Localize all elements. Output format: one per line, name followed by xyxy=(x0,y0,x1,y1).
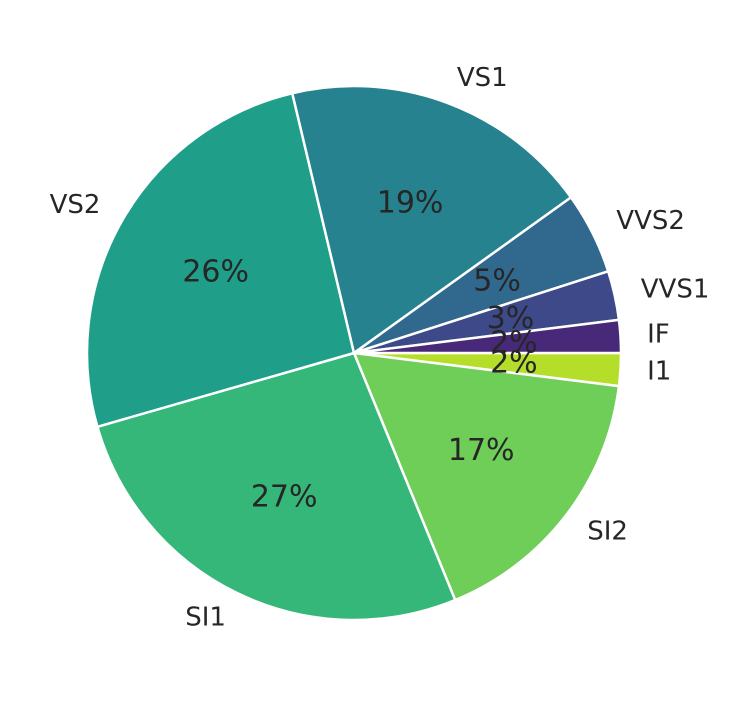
category-label-vs1: VS1 xyxy=(457,63,508,93)
percent-label-vs2: 26% xyxy=(182,255,249,290)
pie-slice-vs1 xyxy=(291,84,573,355)
pie-slice-vs2 xyxy=(85,91,356,429)
category-label-si2: SI2 xyxy=(587,516,628,546)
pie-slice-si1 xyxy=(96,351,457,622)
percent-label-i1: 2% xyxy=(490,345,538,380)
category-label-i1: I1 xyxy=(647,356,671,386)
pie-slice-si2 xyxy=(352,351,621,602)
category-label-if: IF xyxy=(647,320,670,350)
percent-label-vvs2: 5% xyxy=(473,263,521,298)
percent-label-si2: 17% xyxy=(448,433,515,468)
category-label-si1: SI1 xyxy=(185,602,226,632)
category-label-vvs2: VVS2 xyxy=(616,206,685,236)
pie-slices xyxy=(85,84,623,622)
percent-label-vvs1: 3% xyxy=(487,301,535,336)
percent-labels: 2%17%27%26%19%5%3%2% xyxy=(182,185,537,514)
category-label-vvs1: VVS1 xyxy=(641,275,710,305)
percent-label-vs1: 19% xyxy=(377,185,444,220)
category-labels: I1 SI2 SI1 VS2 VS1 VVS2 VVS1 IF xyxy=(50,63,710,632)
percent-label-si1: 27% xyxy=(251,480,318,515)
category-label-vs2: VS2 xyxy=(50,190,101,220)
pie-slice-if xyxy=(352,318,623,355)
percent-label-if: 2% xyxy=(490,326,538,361)
